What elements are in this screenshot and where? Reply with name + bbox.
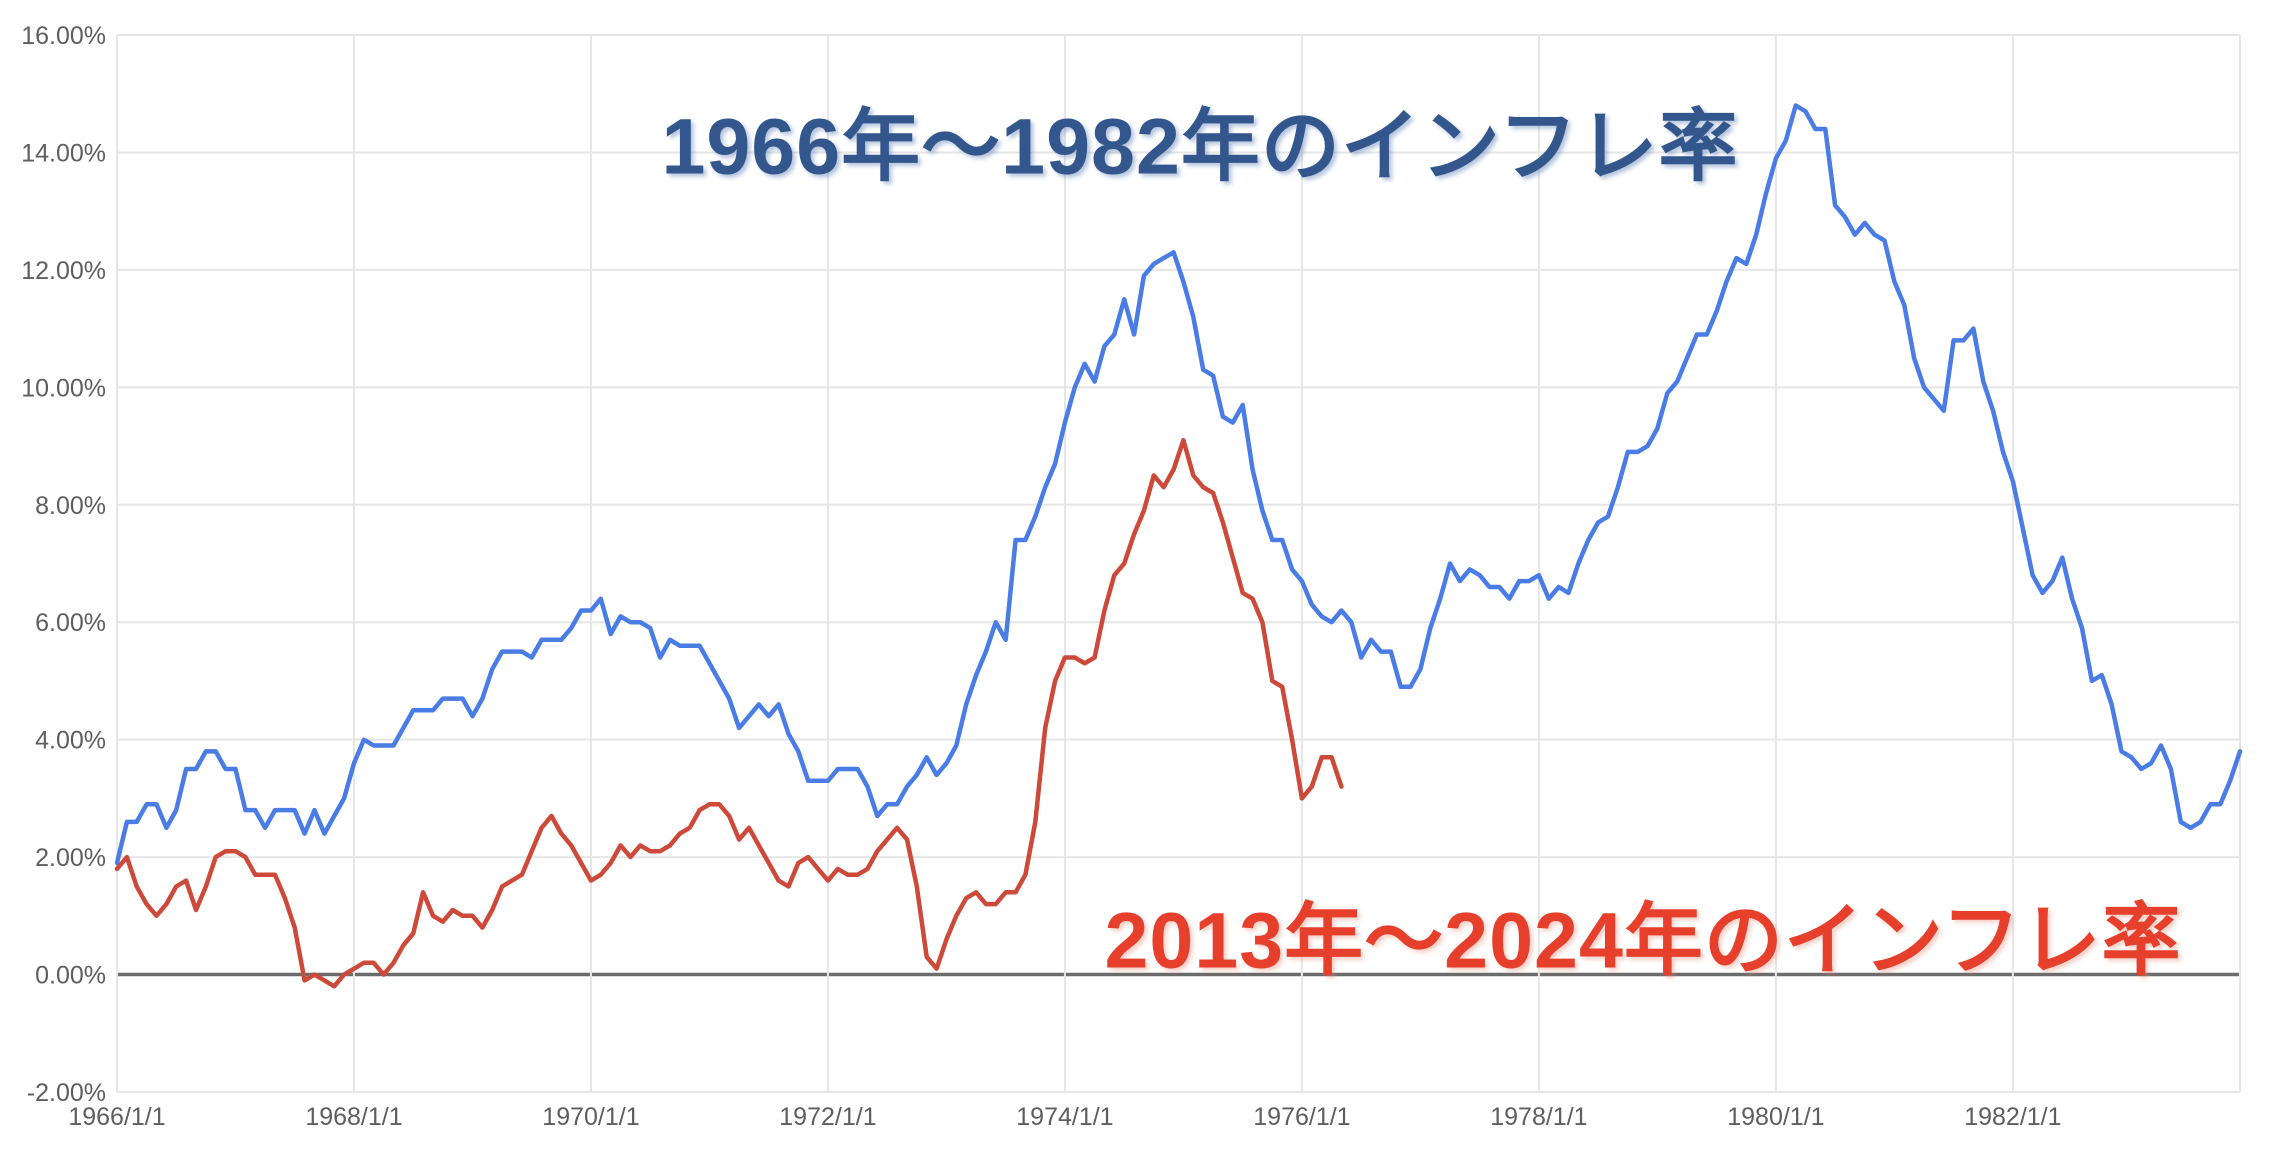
- x-axis-tick-label: 1966/1/1: [68, 1103, 165, 1131]
- x-axis-tick-label: 1974/1/1: [1016, 1103, 1113, 1131]
- x-axis-tick-label: 1968/1/1: [305, 1103, 402, 1131]
- x-axis-tick-label: 1976/1/1: [1253, 1103, 1350, 1131]
- y-axis-tick-label: 6.00%: [35, 609, 106, 637]
- y-axis-tick-label: 16.00%: [21, 22, 106, 50]
- x-axis-tick-label: 1982/1/1: [1964, 1103, 2061, 1131]
- x-axis-tick-label: 1972/1/1: [779, 1103, 876, 1131]
- y-axis-tick-label: 14.00%: [21, 139, 106, 167]
- y-axis-tick-label: -2.00%: [27, 1079, 106, 1107]
- series-line-1966-1982: [114, 103, 2243, 866]
- y-axis-tick-label: 4.00%: [35, 727, 106, 755]
- y-axis-tick-label: 12.00%: [21, 257, 106, 285]
- y-axis-tick-label: 10.00%: [21, 374, 106, 402]
- x-axis-tick-label: 1978/1/1: [1490, 1103, 1587, 1131]
- x-axis-tick-label: 1980/1/1: [1727, 1103, 1824, 1131]
- series-line-2013-2024: [114, 437, 1344, 989]
- x-axis-tick-label: 1970/1/1: [542, 1103, 639, 1131]
- y-axis-tick-label: 8.00%: [35, 492, 106, 520]
- y-axis-tick-label: 0.00%: [35, 962, 106, 990]
- y-axis-tick-label: 2.00%: [35, 844, 106, 872]
